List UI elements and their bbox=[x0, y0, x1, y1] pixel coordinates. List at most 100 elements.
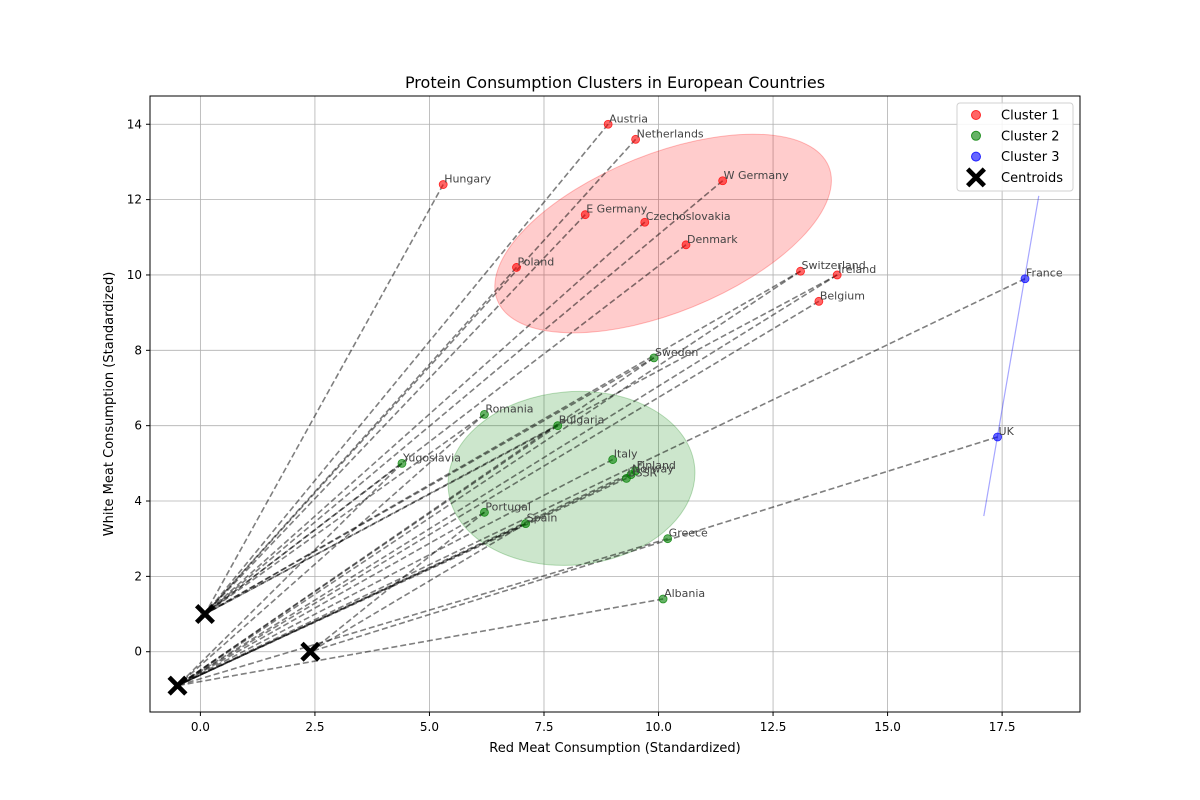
data-point bbox=[658, 594, 668, 604]
point-label: Spain bbox=[527, 512, 558, 525]
x-tick-label: 12.5 bbox=[760, 720, 787, 734]
centroid-connections bbox=[176, 123, 1026, 687]
point-label: Portugal bbox=[485, 500, 531, 513]
x-tick-label: 17.5 bbox=[989, 720, 1016, 734]
y-tick-label: 8 bbox=[134, 343, 142, 357]
connection-line bbox=[177, 425, 559, 687]
y-tick-label: 0 bbox=[134, 645, 142, 659]
x-tick-label: 2.5 bbox=[305, 720, 324, 734]
connection-line bbox=[204, 123, 609, 615]
connection-line bbox=[177, 458, 614, 687]
plot-frame bbox=[149, 95, 1081, 713]
connection-line bbox=[176, 413, 485, 687]
y-tick-label: 10 bbox=[127, 268, 142, 282]
data-point bbox=[681, 240, 691, 250]
connection-line bbox=[177, 300, 820, 687]
point-label: Poland bbox=[518, 255, 555, 268]
connection-line bbox=[204, 413, 485, 615]
connection-line bbox=[177, 270, 801, 687]
connection-line bbox=[204, 214, 586, 615]
data-point bbox=[622, 474, 631, 483]
x-tick-label: 10.0 bbox=[645, 720, 672, 734]
data-point bbox=[1020, 274, 1030, 284]
y-tick-label: 6 bbox=[134, 419, 142, 433]
data-point bbox=[553, 421, 563, 431]
point-label: Denmark bbox=[687, 233, 738, 246]
point-label: Italy bbox=[614, 448, 638, 461]
chart-title: Protein Consumption Clusters in European… bbox=[405, 73, 825, 92]
connection-line bbox=[177, 537, 668, 687]
point-label: Norway bbox=[632, 463, 674, 476]
legend-label: Centroids bbox=[1001, 171, 1063, 186]
data-point bbox=[993, 432, 1002, 442]
connection-line bbox=[204, 274, 838, 615]
legend-label: Cluster 1 bbox=[1001, 109, 1060, 124]
x-axis-label: Red Meat Consumption (Standardized) bbox=[489, 741, 740, 756]
connection-line bbox=[204, 266, 518, 615]
legend-box bbox=[956, 102, 1074, 192]
data-point bbox=[608, 455, 618, 464]
legend-label: Cluster 3 bbox=[1001, 150, 1060, 165]
legend-label: Cluster 2 bbox=[1001, 129, 1060, 144]
connection-line bbox=[204, 180, 724, 615]
x-tick-label: 15.0 bbox=[874, 720, 901, 734]
point-label: Yugoslavia bbox=[402, 451, 461, 464]
centroid-marker bbox=[300, 641, 321, 662]
data-point bbox=[631, 134, 641, 144]
data-point bbox=[718, 176, 728, 186]
x-tick-label: 7.5 bbox=[534, 720, 553, 734]
data-point bbox=[438, 180, 448, 189]
centroid-marker bbox=[194, 604, 215, 625]
x-tick-label: 5.0 bbox=[420, 720, 439, 734]
point-label: UK bbox=[999, 425, 1015, 438]
data-point bbox=[580, 210, 590, 220]
point-label: Finland bbox=[637, 459, 676, 472]
x-tick-label: 0.0 bbox=[191, 720, 210, 734]
data-point bbox=[640, 217, 650, 227]
y-tick-label: 2 bbox=[134, 569, 142, 583]
point-label: Austria bbox=[609, 112, 648, 125]
connection-line bbox=[177, 511, 485, 687]
data-point bbox=[649, 353, 659, 363]
connection-line bbox=[204, 357, 655, 615]
point-label: Belgium bbox=[820, 289, 865, 302]
point-label: Switzerland bbox=[802, 259, 866, 272]
y-tick-label: 12 bbox=[127, 193, 142, 207]
data-point bbox=[521, 519, 531, 529]
centroid-marker bbox=[167, 675, 188, 696]
data-point bbox=[397, 458, 407, 468]
point-label: Ireland bbox=[838, 263, 876, 276]
connection-line bbox=[177, 274, 838, 687]
point-label: W Germany bbox=[724, 169, 789, 182]
point-label: Albania bbox=[664, 587, 705, 600]
legend: Cluster 1 Cluster 2 Cluster 3 Centroids bbox=[956, 102, 1074, 192]
point-label: Greece bbox=[669, 527, 708, 540]
connection-line bbox=[176, 462, 403, 687]
cluster-ellipses bbox=[447, 133, 1040, 566]
connection-line bbox=[204, 138, 637, 615]
connection-line bbox=[309, 511, 485, 653]
point-label: Czechoslovakia bbox=[646, 210, 731, 223]
point-label: France bbox=[1026, 267, 1063, 280]
point-label: Hungary bbox=[444, 173, 491, 186]
data-point bbox=[603, 119, 613, 129]
point-label: USSR bbox=[627, 466, 657, 479]
connection-line bbox=[204, 184, 444, 615]
connection-line bbox=[204, 221, 646, 615]
data-point bbox=[480, 409, 489, 419]
connection-line bbox=[177, 598, 664, 687]
grid bbox=[150, 96, 1080, 712]
connection-line bbox=[309, 522, 527, 653]
data-point bbox=[480, 507, 489, 517]
y-axis-label: White Meat Consumption (Standardized) bbox=[102, 272, 117, 537]
axis-ticks: 0.0 2.5 5.0 7.5 10.0 12.5 15.0 17.5 0 2 4 6 8 10 12 14 bbox=[127, 117, 1016, 734]
data-point bbox=[512, 263, 521, 272]
point-label: Sweden bbox=[655, 346, 698, 359]
y-tick-label: 14 bbox=[127, 117, 142, 131]
data-points bbox=[397, 119, 1030, 604]
connection-line bbox=[310, 436, 998, 653]
y-tick-label: 4 bbox=[134, 494, 142, 508]
legend-centroid-marker bbox=[966, 167, 986, 188]
point-labels: Austria Netherlands Hungary W Germany E Germ… bbox=[402, 112, 1063, 600]
connection-line bbox=[177, 278, 1026, 687]
